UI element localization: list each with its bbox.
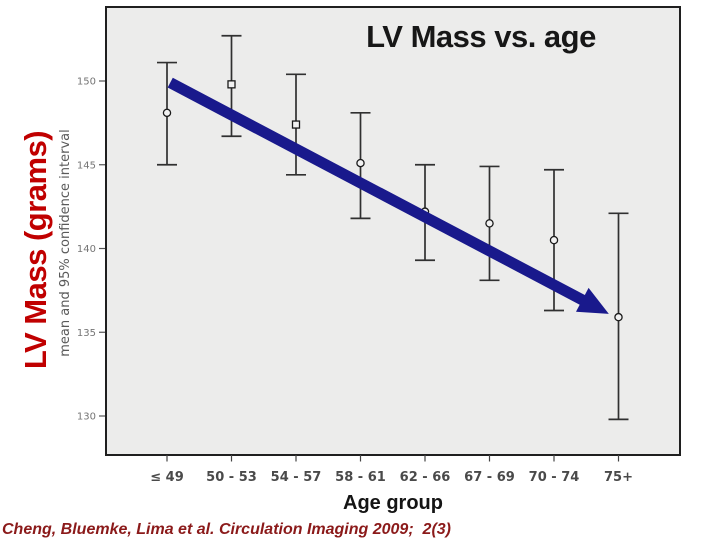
x-tick-label: 54 - 57 [271,470,322,485]
y-tick-label: 150 [77,77,96,88]
mean-marker-circle [356,158,365,168]
x-tick-label: 75+ [604,470,633,485]
trend-arrow-shaft [167,77,589,307]
trend-arrow-head [575,287,609,314]
x-tick-label: 58 - 61 [335,470,386,485]
mean-marker-square [227,80,236,89]
citation: Cheng, Bluemke, Lima et al. Circulation … [2,521,451,538]
y-tick-label: 130 [77,412,96,423]
y-axis-title: LV Mass (grams) [18,130,53,370]
chart-title: LV Mass vs. age [366,19,596,54]
x-tick-label: 67 - 69 [464,470,515,485]
chart-marks: 130 135 140 145 150 ≤ 49 50 - 53 54 - 57 58 - 61… [77,34,633,485]
y-axis-subtitle: mean and 95% confidence interval [58,129,73,357]
x-tick-label: 50 - 53 [206,470,257,485]
y-tick-label: 135 [77,328,96,339]
mean-marker-circle [162,108,172,118]
plot-area [105,6,681,456]
mean-marker-square [291,120,301,129]
y-tick-label: 140 [77,244,96,255]
mean-marker-circle [485,219,494,228]
x-axis-title: Age group [343,492,443,514]
mean-marker-circle [549,235,559,245]
y-tick-label: 145 [77,160,96,171]
mean-marker-circle [614,312,623,322]
x-tick-label: 70 - 74 [529,470,580,485]
x-tick-label: 62 - 66 [400,470,451,485]
x-tick-label: ≤ 49 [150,470,184,485]
